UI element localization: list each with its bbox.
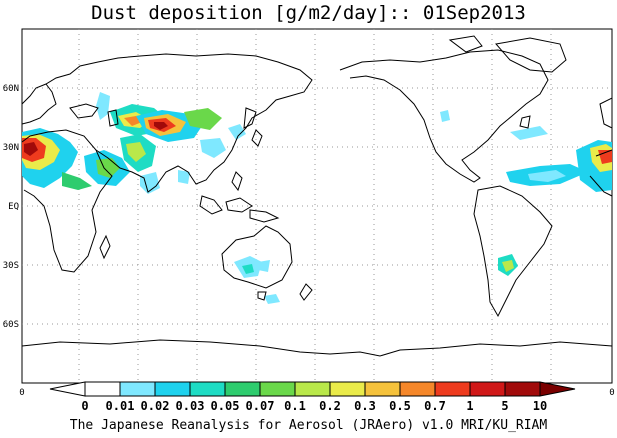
colorbar-label: 10 [533,399,547,413]
colorbar-label: 1 [466,399,473,413]
colorbar-label: 0.2 [319,399,341,413]
colorbar-label: 0.7 [424,399,446,413]
lat-label-60n: 60N [3,84,19,94]
map-title: Dust deposition [g/m2/day]:: 01Sep2013 [91,2,526,24]
colorbar-label: 0.05 [211,399,240,413]
colorbar-label: 0.01 [106,399,135,413]
lat-label-eq: EQ [8,202,19,212]
colorbar-label: 0.02 [141,399,170,413]
colorbar [49,381,576,397]
colorbar-high-arrow [539,381,576,397]
colorbar-label: 0.5 [389,399,411,413]
colorbar-labels: 0 0.01 0.02 0.03 0.05 0.07 0.1 0.2 0.3 0… [81,399,547,413]
colorbar-low-arrow [49,381,86,397]
lat-label-30n: 30N [3,143,19,153]
graticule [22,29,612,383]
colorbar-edge-label-right: 0 [609,388,614,398]
dust-shading [22,92,612,304]
lat-label-30s: 30S [3,261,19,271]
colorbar-edge-label-left: 0 [19,388,24,398]
colorbar-label: 0.07 [246,399,275,413]
colorbar-label: 0 [81,399,88,413]
colorbar-label: 5 [501,399,508,413]
colorbar-label: 0.03 [176,399,205,413]
lat-label-60s: 60S [3,320,19,330]
colorbar-label: 0.1 [284,399,306,413]
colorbar-label: 0.3 [354,399,376,413]
coastlines [21,35,613,357]
credit-line: The Japanese Reanalysis for Aerosol (JRA… [69,418,548,433]
